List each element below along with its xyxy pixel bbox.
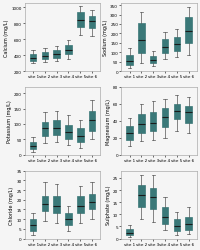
PathPatch shape [41, 52, 48, 60]
PathPatch shape [53, 120, 60, 136]
PathPatch shape [77, 196, 83, 214]
PathPatch shape [126, 126, 132, 140]
PathPatch shape [88, 16, 95, 29]
PathPatch shape [30, 219, 36, 231]
PathPatch shape [65, 46, 71, 55]
PathPatch shape [137, 24, 144, 54]
PathPatch shape [161, 40, 167, 54]
PathPatch shape [53, 51, 60, 59]
PathPatch shape [41, 122, 48, 136]
PathPatch shape [77, 128, 83, 142]
Y-axis label: Magnesium (mg/L): Magnesium (mg/L) [105, 98, 110, 144]
PathPatch shape [184, 106, 191, 123]
PathPatch shape [88, 112, 95, 131]
PathPatch shape [30, 54, 36, 62]
PathPatch shape [161, 207, 167, 224]
PathPatch shape [53, 196, 60, 214]
Y-axis label: Sodium (mg/L): Sodium (mg/L) [103, 20, 108, 56]
Y-axis label: Sulphate (mg/L): Sulphate (mg/L) [105, 185, 110, 224]
PathPatch shape [149, 113, 156, 132]
PathPatch shape [184, 18, 191, 44]
Y-axis label: Potassium (mg/L): Potassium (mg/L) [7, 100, 12, 143]
PathPatch shape [126, 229, 132, 235]
PathPatch shape [137, 115, 144, 133]
PathPatch shape [149, 57, 156, 64]
PathPatch shape [41, 196, 48, 212]
PathPatch shape [161, 109, 167, 127]
PathPatch shape [88, 194, 95, 210]
PathPatch shape [149, 188, 156, 210]
PathPatch shape [30, 142, 36, 150]
Y-axis label: Calcium (mg/L): Calcium (mg/L) [4, 20, 9, 57]
PathPatch shape [184, 217, 191, 230]
PathPatch shape [173, 219, 179, 232]
Y-axis label: Chloride (mg/L): Chloride (mg/L) [9, 186, 14, 224]
PathPatch shape [137, 186, 144, 207]
PathPatch shape [173, 38, 179, 52]
PathPatch shape [77, 13, 83, 28]
PathPatch shape [173, 104, 179, 120]
PathPatch shape [65, 125, 71, 139]
PathPatch shape [65, 214, 71, 225]
PathPatch shape [126, 56, 132, 65]
